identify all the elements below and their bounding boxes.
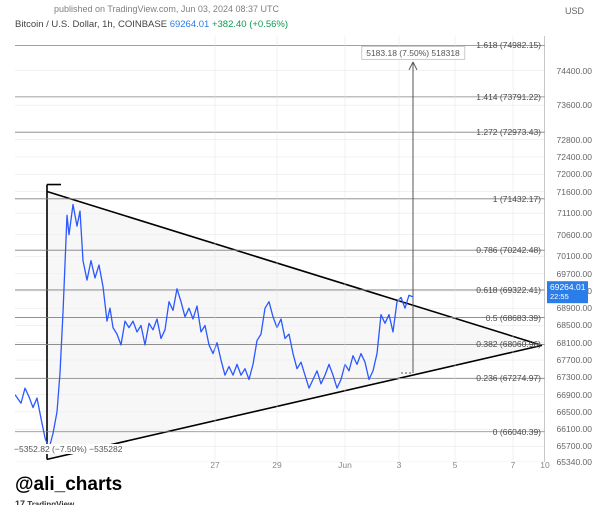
y-axis-tick-label: 66100.00 [557, 424, 592, 434]
y-axis-tick-label: 68100.00 [557, 338, 592, 348]
tradingview-text: TradingView [27, 500, 74, 505]
target-measure-label: 5183.18 (7.50%) 518318 [361, 46, 465, 60]
y-axis-tick-label: 69700.00 [557, 269, 592, 279]
y-axis-tick-label: 68500.00 [557, 320, 592, 330]
risk-measure-label: −5352.82 (−7.50%) −535282 [14, 444, 122, 454]
fib-level-label: 0.5 (68683.39) [459, 313, 541, 323]
y-axis-tick-label: 73600.00 [557, 100, 592, 110]
instrument-name: Bitcoin / U.S. Dollar, 1h, COINBASE [15, 19, 167, 30]
fib-level-label: 1.272 (72973.43) [459, 127, 541, 137]
x-axis-tick-label: 5 [453, 460, 458, 470]
y-axis-tick-label: 74400.00 [557, 66, 592, 76]
y-axis-tick-label: 72400.00 [557, 152, 592, 162]
price-change: +382.40 [212, 19, 247, 30]
price-tag-countdown: 22:55 [550, 293, 585, 301]
y-axis-tick-label: 66500.00 [557, 407, 592, 417]
y-axis-tick-label: 68900.00 [557, 303, 592, 313]
fib-level-label: 0 (66040.39) [459, 427, 541, 437]
x-axis-tick-label: 7 [511, 460, 516, 470]
tradingview-logo-icon: 17 [15, 499, 25, 505]
x-axis-tick-label: Jun [338, 460, 352, 470]
x-axis-tick-label: 27 [210, 460, 219, 470]
y-axis-tick-label: 71100.00 [557, 208, 592, 218]
x-axis-tick-label: 3 [397, 460, 402, 470]
price-change-pct: (+0.56%) [249, 19, 288, 30]
fib-level-label: 1.414 (73791.22) [459, 92, 541, 102]
x-axis-tick-label: 10 [540, 460, 549, 470]
fib-level-label: 0.786 (70242.48) [459, 245, 541, 255]
y-axis-tick-label: 66900.00 [557, 390, 592, 400]
y-axis-tick-label: 70100.00 [557, 251, 592, 261]
y-axis-labels: 65340.0065700.0066100.0066500.0066900.00… [545, 36, 600, 462]
y-axis-tick-label: 65700.00 [557, 441, 592, 451]
y-axis-tick-label: 70600.00 [557, 230, 592, 240]
published-line: published on TradingView.com, Jun 03, 20… [54, 4, 279, 14]
chart-header: Bitcoin / U.S. Dollar, 1h, COINBASE 6926… [15, 19, 288, 30]
y-axis-tick-label: 67300.00 [557, 372, 592, 382]
current-price-tag: 69264.01 22:55 [547, 282, 588, 304]
y-axis-tick-label: 72800.00 [557, 135, 592, 145]
fib-level-label: 0.382 (68060.96) [459, 339, 541, 349]
last-price: 69264.01 [170, 19, 210, 30]
y-axis-tick-label: 71600.00 [557, 187, 592, 197]
fib-level-label: 0.618 (69322.41) [459, 285, 541, 295]
y-axis-tick-label: 72000.00 [557, 169, 592, 179]
tradingview-branding: 17 TradingView [15, 499, 74, 505]
fib-level-label: 0.236 (67274.97) [459, 373, 541, 383]
fib-level-label: 1 (71432.17) [459, 194, 541, 204]
y-axis-tick-label: 65340.00 [557, 457, 592, 467]
fib-level-label: 1.618 (74982.15) [459, 40, 541, 50]
chart-root: published on TradingView.com, Jun 03, 20… [0, 0, 600, 505]
x-axis-tick-label: 29 [272, 460, 281, 470]
quote-currency: USD [565, 6, 584, 16]
author-handle: @ali_charts [15, 474, 122, 496]
y-axis-tick-label: 67700.00 [557, 355, 592, 365]
